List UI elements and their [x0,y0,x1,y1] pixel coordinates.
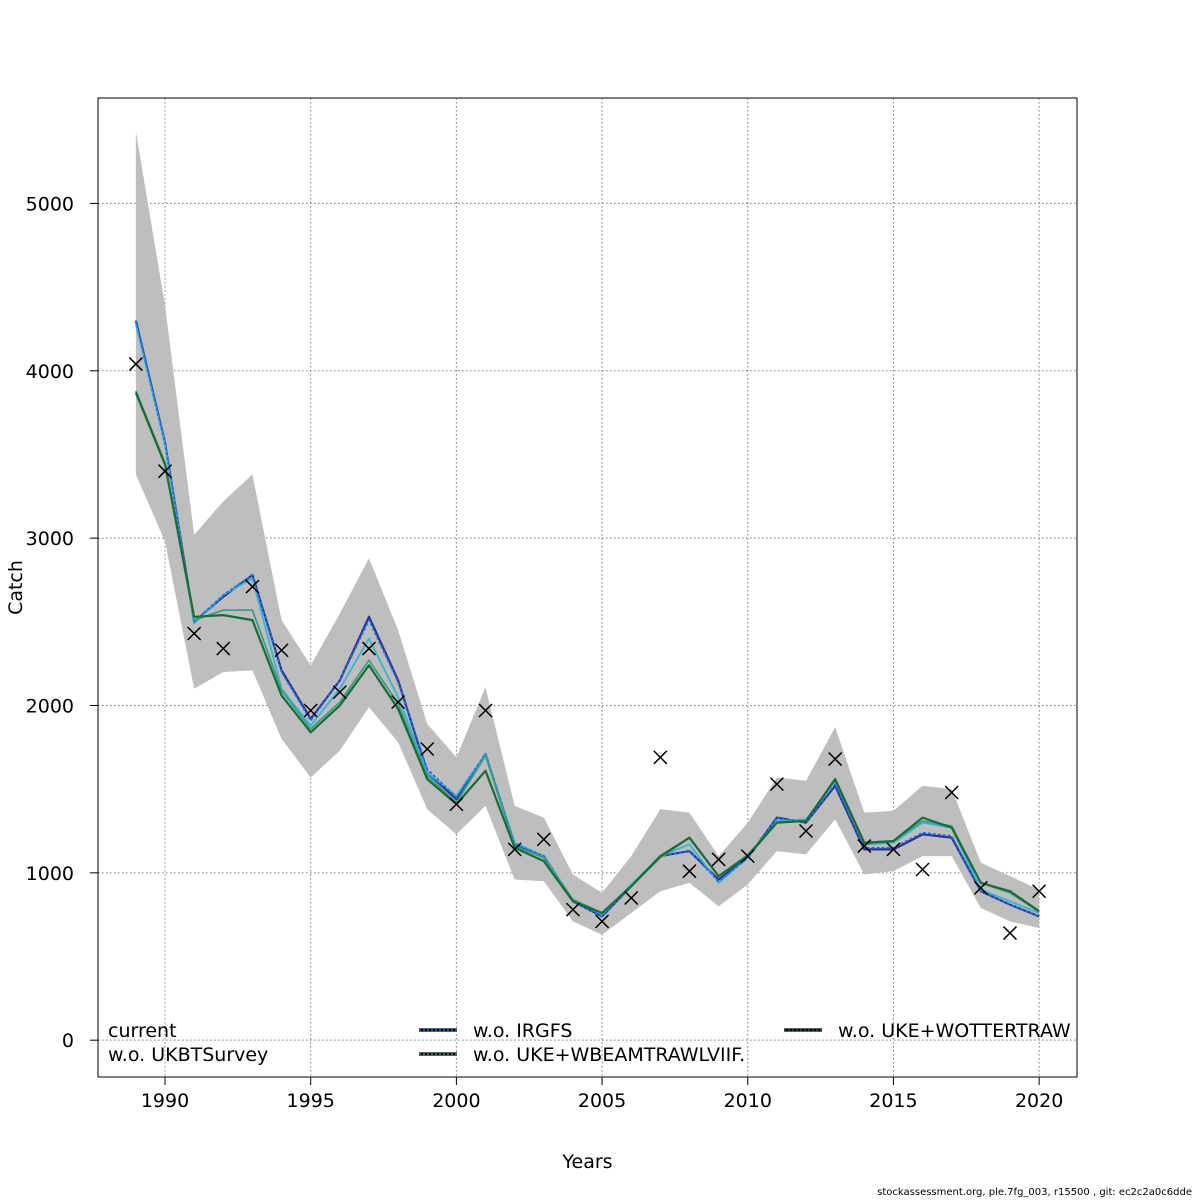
x-tick-label-1990: 1990 [141,1090,189,1112]
observed-point-stroke-b [303,703,318,718]
observed-point-1992 [216,641,231,656]
observed-point-2020 [1032,884,1047,899]
observed-point-stroke-b [157,464,173,479]
observed-point-2002 [507,842,522,857]
observed-point-2005 [595,914,610,929]
y-tick-label-1000: 1000 [26,863,74,885]
y-tick-label-3000: 3000 [26,528,74,550]
observed-point-stroke-b [565,902,580,917]
x-axis: 1990 1995 2000 2005 2010 2015 2020 [141,1076,1063,1112]
observed-point-2018 [973,880,988,895]
x-tick-label-1995: 1995 [287,1090,335,1112]
x-tick-label-2010: 2010 [724,1090,772,1112]
y-axis: 0 1000 2000 3000 4000 5000 [26,193,99,1052]
observed-point-2010 [740,849,755,864]
observed-point-1999 [420,741,435,757]
observed-point-2003 [536,832,551,847]
observed-point-1993 [245,579,260,594]
observed-point-stroke-b [361,641,377,656]
x-tick-label-2000: 2000 [432,1090,480,1112]
observed-point-stroke-b [595,914,610,929]
observed-point-stroke-b [332,685,347,700]
observed-point-stroke-b [798,823,814,839]
observed-point-stroke-b [740,849,755,864]
y-tick-label-0: 0 [62,1030,74,1052]
observed-point-stroke-b [216,641,231,656]
x-tick-label-2015: 2015 [869,1090,917,1112]
y-tick-label-4000: 4000 [26,361,74,383]
observed-point-2000 [449,797,464,812]
observed-point-1994 [274,643,289,658]
observed-point-stroke-b [973,880,988,895]
observed-point-stroke-b [245,579,260,594]
legend-label-1: w.o. UKBTSurvey [108,1044,268,1066]
observed-point-1998 [391,695,406,710]
observed-point-2011 [769,777,784,792]
observed-point-2001 [478,703,493,718]
observed-point-stroke-b [128,357,143,372]
observed-point-stroke-b [769,777,784,792]
series-line-w-o-uke-wottertraw [134,392,1040,915]
observed-point-stroke-b [886,842,901,857]
y-tick-label-2000: 2000 [26,695,74,717]
observed-point-1997 [361,641,377,656]
observed-point-2004 [565,902,580,917]
observed-point-stroke-b [653,750,668,765]
observed-point-stroke-b [507,842,522,857]
observed-point-stroke-b [944,785,959,800]
footer-credit: stockassessment.org, ple.7fg_003, r15500… [877,1187,1192,1198]
observed-point-stroke-b [915,862,930,877]
observed-point-stroke-b [682,864,697,879]
observed-point-stroke-b [274,643,289,658]
observed-point-stroke-b [1032,884,1047,899]
observed-point-stroke-b [449,797,464,812]
observed-point-2014 [857,839,872,854]
observed-point-stroke-b [478,703,493,718]
confidence-band [135,131,1040,935]
observed-point-stroke-b [187,626,202,641]
observed-point-stroke-b [857,839,872,854]
observed-point-stroke-b [420,741,435,757]
legend-label-0: current [108,1020,177,1042]
x-tick-label-2020: 2020 [1015,1090,1063,1112]
observed-point-2016 [915,862,930,877]
observed-point-1990 [157,464,173,479]
observed-point-2008 [682,864,697,879]
observed-point-1991 [187,626,202,641]
observed-point-stroke-b [391,695,406,710]
observed-markers [128,357,1047,941]
x-axis-label: Years [561,1151,612,1173]
legend-label-3: w.o. UKE+WBEAMTRAWLVIIF. [473,1044,745,1066]
series-line-w-o-irgfs [135,320,1040,918]
x-tick-label-2005: 2005 [578,1090,626,1112]
observed-point-2012 [798,823,814,839]
observed-point-2015 [886,842,901,857]
observed-point-2013 [828,752,843,767]
series-lines [134,320,1040,918]
confidence-band-area [135,131,1040,935]
y-tick-label-5000: 5000 [26,193,74,215]
legend-label-2: w.o. IRGFS [473,1020,572,1042]
y-axis-label: Catch [5,560,27,615]
observed-point-2009 [711,852,726,867]
observed-point-2006 [624,890,639,905]
observed-point-stroke-b [828,752,843,767]
observed-point-stroke-b [711,852,726,867]
observed-point-stroke-b [536,832,551,847]
observed-point-stroke-b [1002,926,1018,941]
observed-point-1995 [303,703,318,718]
grid-lines [98,98,1077,1077]
observed-point-1996 [332,685,347,700]
observed-point-2017 [944,785,959,800]
legend-label-4: w.o. UKE+WOTTERTRAW [838,1020,1071,1042]
observed-point-2007 [653,750,668,765]
observed-point-1989 [128,357,143,372]
observed-point-2019 [1002,926,1018,941]
observed-point-stroke-b [624,890,639,905]
